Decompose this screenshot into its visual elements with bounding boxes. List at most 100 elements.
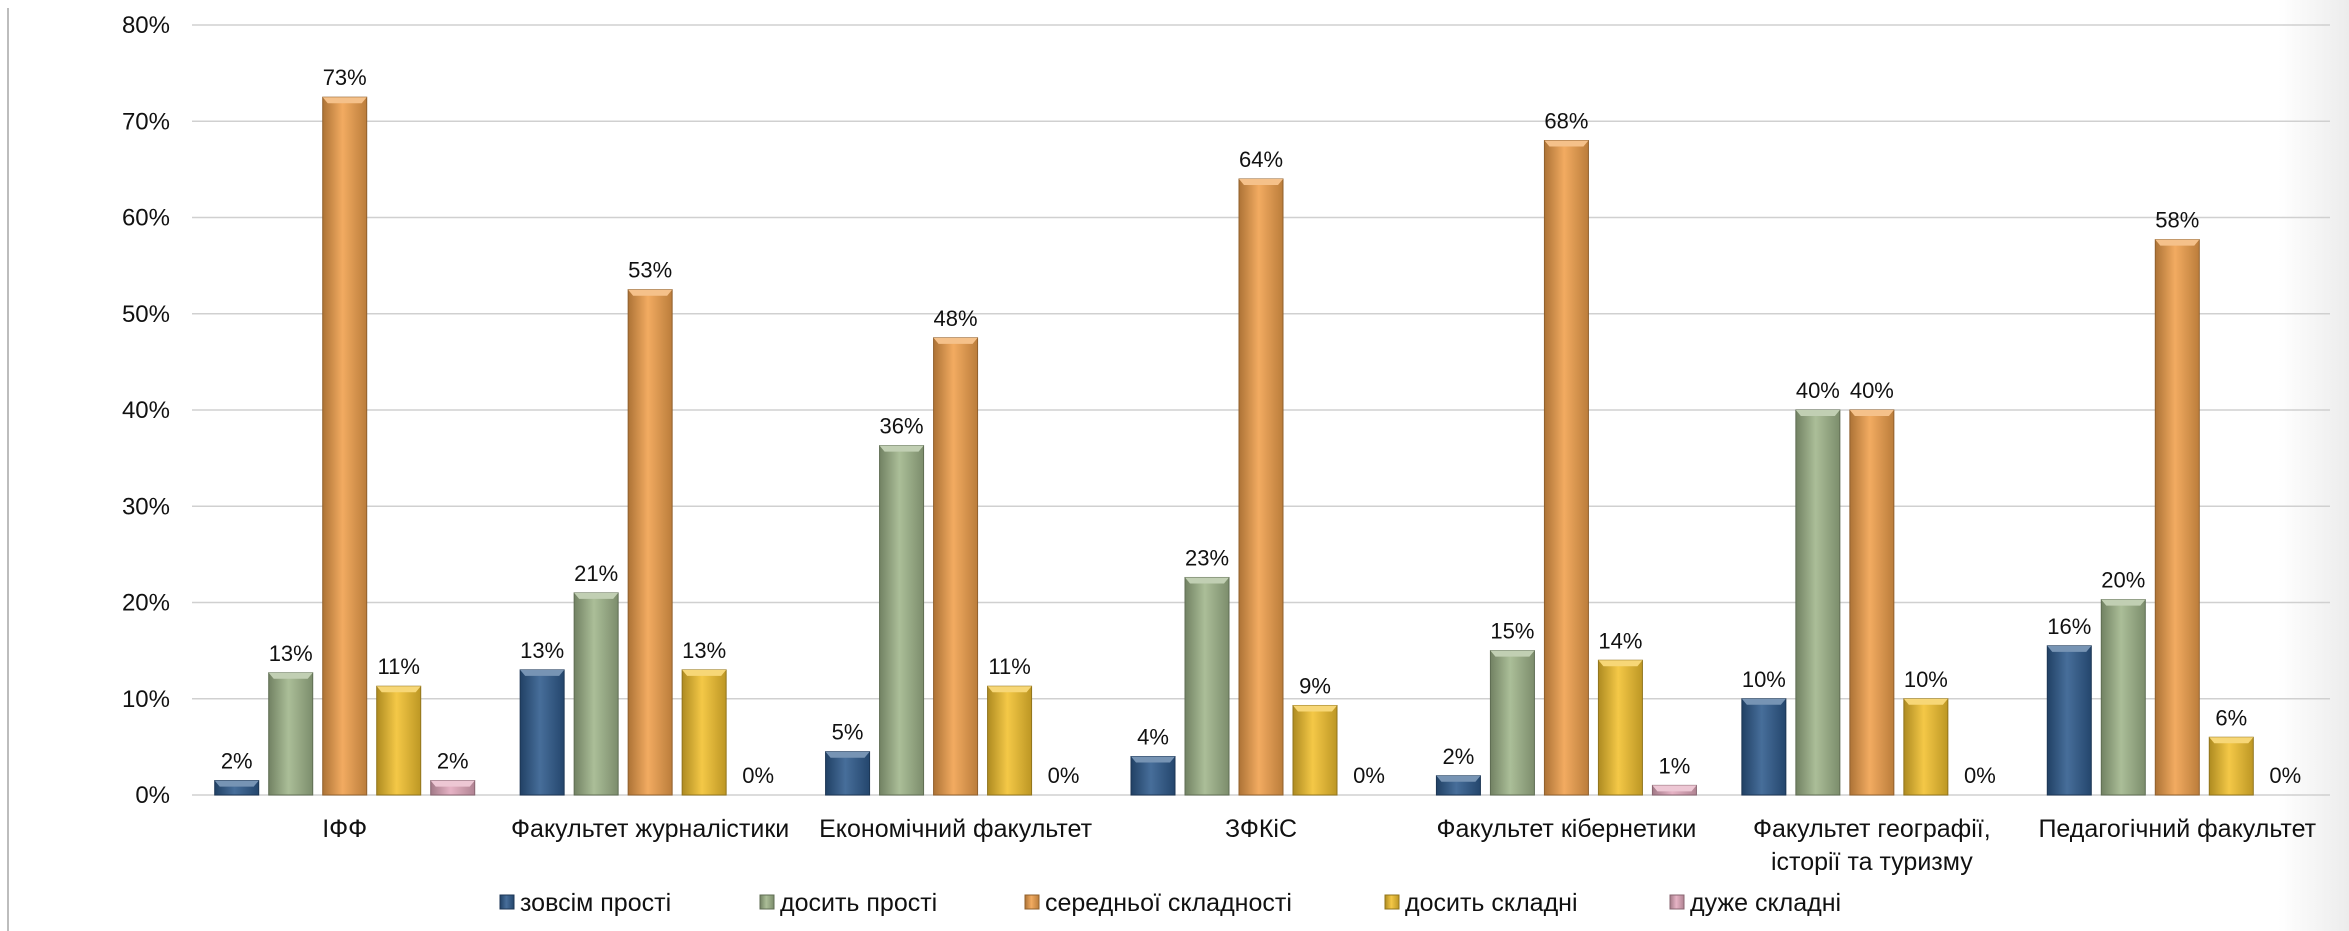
bar-bevel: [430, 780, 475, 787]
bar-bevel: [933, 337, 978, 344]
data-label: 2%: [221, 749, 253, 774]
data-label: 10%: [1904, 667, 1948, 692]
data-labels: 2% 13% 73% 11% 2% 13% 21% 53% 13% 0% 5% 36% 48% 11% 0%…: [221, 65, 2301, 788]
y-tick-label: 80%: [122, 12, 170, 39]
data-label: 9%: [1299, 673, 1331, 698]
bar: [2100, 599, 2146, 796]
data-label: 73%: [323, 65, 367, 90]
category-label: Педагогічний факультет: [2038, 815, 2316, 843]
data-label: 21%: [574, 561, 618, 586]
bar: [987, 685, 1033, 796]
bar-bevel: [682, 669, 727, 676]
bar-bevel: [1185, 577, 1229, 584]
bar: [322, 96, 368, 796]
bar-bevel: [1239, 179, 1283, 185]
bar-bevel: [574, 592, 619, 599]
category-label: Факультет журналістики: [511, 815, 789, 843]
bar-bevel: [1849, 410, 1894, 416]
data-label: 11%: [988, 654, 1030, 679]
category-label: ІФФ: [322, 815, 367, 843]
legend-item: середньої складності: [1024, 889, 1292, 917]
bar: [1292, 704, 1338, 796]
bar-bevel: [268, 672, 313, 679]
bar-bevel: [1598, 660, 1643, 667]
bar: [1543, 140, 1589, 796]
data-label: 2%: [437, 749, 469, 774]
bar-bevel: [1293, 705, 1337, 712]
data-label: 14%: [1598, 628, 1642, 653]
data-label: 16%: [2047, 614, 2091, 639]
category-label: Економічний факультет: [819, 815, 1092, 843]
legend: зовсім прості досить прості середньої скла…: [499, 889, 1841, 917]
bar: [268, 672, 314, 796]
data-label: 48%: [934, 306, 978, 331]
bar-bevel: [2047, 645, 2092, 652]
bar: [1741, 698, 1787, 796]
bar: [1849, 409, 1895, 796]
data-label: 13%: [269, 641, 313, 666]
bar-bevel: [2101, 599, 2146, 606]
bar: [1238, 178, 1284, 796]
legend-label: дуже складні: [1690, 889, 1841, 917]
bar-bevel: [1795, 410, 1840, 416]
bar: [376, 685, 422, 796]
data-label: 13%: [682, 638, 726, 663]
data-label: 13%: [520, 638, 564, 663]
bar: [825, 751, 871, 796]
bars: [214, 96, 2254, 796]
legend-label: досить прості: [780, 889, 937, 917]
data-label: 4%: [1137, 725, 1169, 750]
y-tick-label: 10%: [122, 686, 170, 713]
category-label: Факультет географії, історії та туризму: [1753, 815, 1991, 876]
data-label: 0%: [1964, 763, 1996, 788]
data-label: 40%: [1796, 378, 1840, 403]
legend-item: зовсім прості: [499, 889, 671, 917]
legend-label: досить складні: [1405, 889, 1578, 917]
bar: [1489, 650, 1535, 796]
data-label: 10%: [1742, 667, 1786, 692]
data-label: 58%: [2155, 208, 2199, 233]
bar: [681, 669, 727, 796]
data-label: 0%: [742, 763, 774, 788]
data-label: 23%: [1185, 545, 1229, 570]
legend-swatch: [499, 894, 515, 910]
legend-swatch: [1384, 894, 1400, 910]
bar-bevel: [628, 289, 673, 296]
x-axis-labels: ІФФ Факультет журналістики Економічний фак…: [322, 815, 2316, 876]
y-tick-label: 50%: [122, 301, 170, 328]
data-label: 6%: [2215, 705, 2247, 730]
legend-item: досить прості: [759, 889, 937, 917]
y-tick-label: 60%: [122, 205, 170, 232]
y-tick-label: 20%: [122, 590, 170, 617]
legend-label: середньої складності: [1045, 889, 1292, 917]
bar-bevel: [1490, 650, 1535, 657]
bar: [1184, 576, 1230, 796]
data-label: 0%: [2269, 763, 2301, 788]
bar: [1597, 659, 1643, 796]
legend-label: зовсім прості: [520, 889, 671, 917]
bar-bevel: [987, 686, 1032, 693]
bar-bevel: [1131, 756, 1175, 763]
bar-bevel: [1741, 698, 1786, 705]
data-label: 64%: [1239, 147, 1283, 172]
data-label: 20%: [2101, 568, 2145, 593]
y-tick-label: 30%: [122, 493, 170, 520]
data-label: 0%: [1048, 763, 1080, 788]
bar-bevel: [1544, 140, 1589, 147]
y-tick-label: 0%: [135, 782, 170, 809]
bar: [879, 445, 925, 796]
bar: [2154, 239, 2200, 796]
bar-bevel: [1652, 785, 1697, 792]
data-label: 5%: [832, 720, 864, 745]
legend-swatch: [759, 894, 775, 910]
bar-bevel: [376, 686, 421, 693]
category-label: Факультет кібернетики: [1436, 815, 1696, 843]
data-label: 15%: [1490, 619, 1534, 644]
y-axis: 0% 10% 20% 30% 40% 50% 60% 70% 80%: [122, 12, 170, 809]
bar: [933, 337, 979, 796]
bar-bevel: [1436, 775, 1481, 782]
bar-bevel: [2209, 737, 2254, 744]
data-label: 1%: [1659, 753, 1691, 778]
